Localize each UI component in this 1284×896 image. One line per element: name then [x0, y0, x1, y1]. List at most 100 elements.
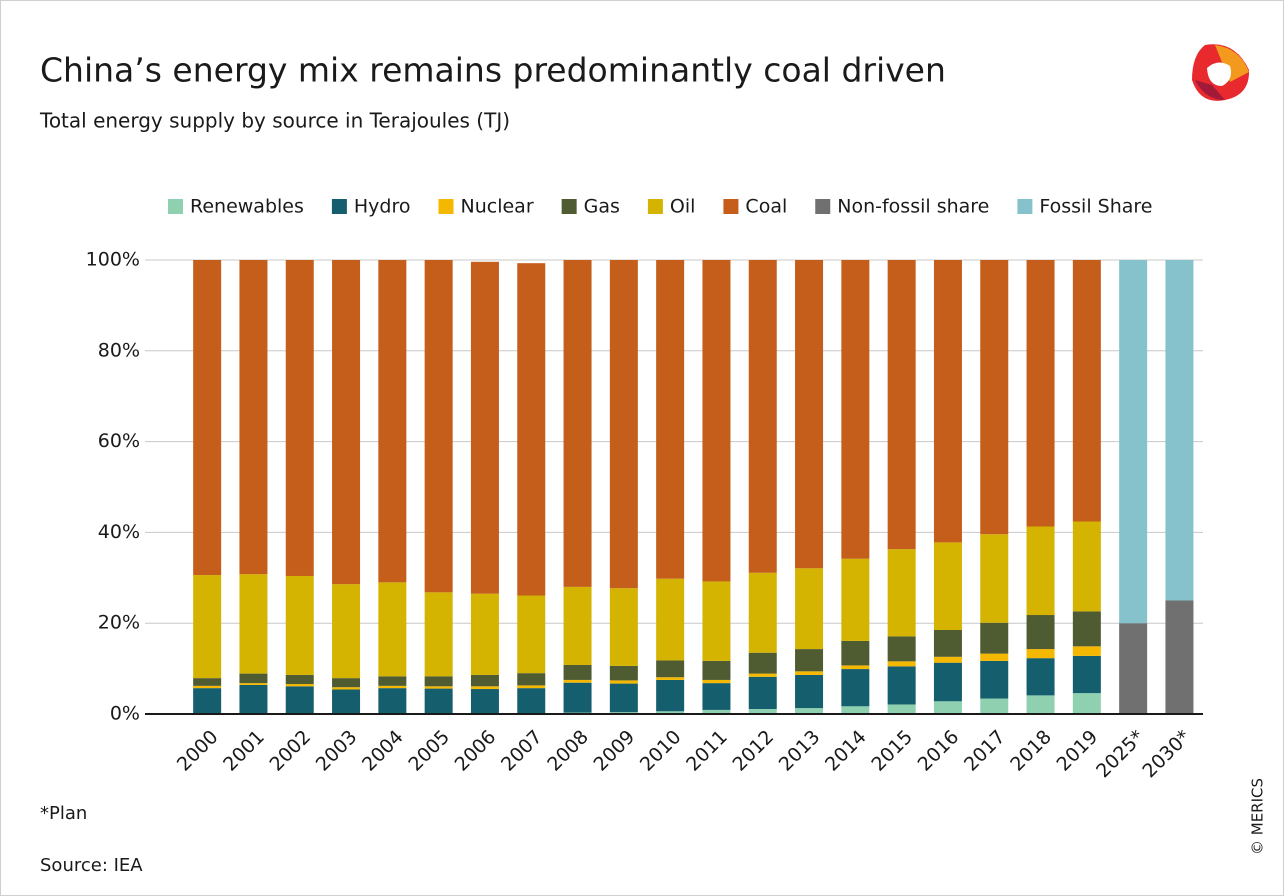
- bar-segment: [656, 711, 685, 714]
- y-tick-label: 0%: [110, 703, 140, 725]
- credit: © MERICS: [1249, 778, 1267, 855]
- bar-segment: [378, 676, 407, 686]
- bar-segment: [980, 534, 1009, 623]
- bar-segment: [841, 669, 870, 707]
- bar-segment: [841, 665, 870, 670]
- bar-segment: [841, 706, 870, 714]
- bar-segment: [285, 684, 314, 687]
- bar-segment: [841, 640, 870, 666]
- bar-segment: [609, 260, 638, 589]
- bar-segment: [470, 593, 499, 675]
- bar-segment: [1072, 693, 1101, 714]
- bar-segment: [332, 687, 361, 690]
- bar-segment: [795, 260, 824, 569]
- bar-segment: [748, 673, 777, 677]
- bar-segment: [841, 260, 870, 559]
- bar-segment: [285, 260, 314, 576]
- bar-segment: [378, 688, 407, 714]
- legend-label: Renewables: [190, 196, 304, 218]
- bar-segment: [1072, 521, 1101, 612]
- bar-segment: [1026, 649, 1055, 659]
- bar-segment: [933, 701, 962, 714]
- bar-segment: [1119, 623, 1148, 714]
- bar-segment: [1026, 526, 1055, 616]
- bar-segment: [470, 674, 499, 687]
- legend-label: Hydro: [354, 196, 411, 218]
- bar-segment: [748, 709, 777, 714]
- bar-segment: [702, 581, 731, 661]
- bar-segment: [517, 263, 546, 596]
- bar-segment: [795, 708, 824, 714]
- legend-swatch: [647, 199, 663, 214]
- bar-segment: [424, 260, 453, 593]
- bar-segment: [887, 549, 916, 637]
- chart-title: China’s energy mix remains predominantly…: [40, 51, 946, 90]
- bar-segment: [933, 260, 962, 543]
- bar-segment: [702, 709, 731, 714]
- bar-segment: [517, 685, 546, 689]
- y-tick-label: 100%: [86, 249, 140, 271]
- bar-segment: [748, 572, 777, 653]
- bar-segment: [193, 688, 222, 714]
- y-tick-label: 40%: [98, 521, 140, 543]
- bar-segment: [239, 260, 268, 575]
- bar-segment: [517, 673, 546, 686]
- bar-segment: [1119, 260, 1148, 624]
- bar-segment: [609, 683, 638, 713]
- footnote: *Plan: [40, 803, 87, 824]
- bar-segment: [470, 261, 499, 594]
- legend-swatch: [723, 199, 739, 214]
- y-tick-label: 80%: [98, 339, 140, 361]
- bar-segment: [424, 688, 453, 714]
- bar-segment: [1165, 600, 1194, 714]
- bar-segment: [378, 582, 407, 677]
- bar-segment: [563, 682, 592, 713]
- bar-segment: [1026, 615, 1055, 650]
- bar-segment: [1072, 655, 1101, 694]
- bar-segment: [980, 660, 1009, 699]
- bar-segment: [841, 558, 870, 641]
- bar-segment: [239, 673, 268, 684]
- bar-segment: [239, 684, 268, 714]
- bar-segment: [702, 260, 731, 582]
- bar-segment: [795, 649, 824, 672]
- bar-segment: [424, 592, 453, 677]
- bar-segment: [887, 260, 916, 550]
- bar-segment: [887, 636, 916, 662]
- bar-segment: [424, 676, 453, 687]
- bar-segment: [1026, 658, 1055, 696]
- bar-segment: [933, 630, 962, 657]
- bar-segment: [332, 260, 361, 585]
- bar-segment: [193, 260, 222, 576]
- source: Source: IEA: [40, 855, 143, 876]
- legend-swatch: [168, 199, 183, 214]
- bar-segment: [795, 568, 824, 650]
- bar-segment: [285, 575, 314, 675]
- bar-segment: [517, 595, 546, 674]
- y-tick-label: 60%: [98, 430, 140, 452]
- bar-segment: [470, 686, 499, 690]
- bar-segment: [193, 575, 222, 679]
- legend-swatch: [438, 199, 454, 214]
- bar-segment: [656, 260, 685, 579]
- bar-segment: [193, 678, 222, 686]
- bar-segment: [980, 653, 1009, 661]
- legend-swatch: [561, 199, 577, 214]
- bar-segment: [887, 666, 916, 705]
- bar-segment: [656, 677, 685, 680]
- bar-segment: [470, 689, 499, 714]
- legend-label: Fossil Share: [1039, 196, 1152, 218]
- bar-segment: [980, 698, 1009, 714]
- bar-segment: [332, 584, 361, 679]
- bar-segment: [563, 664, 592, 680]
- bar-segment: [517, 688, 546, 714]
- bar-segment: [1026, 260, 1055, 527]
- bar-segment: [702, 660, 731, 680]
- bar-segment: [887, 704, 916, 714]
- chart-subtitle: Total energy supply by source in Terajou…: [39, 109, 510, 133]
- bar-segment: [563, 679, 592, 683]
- bar-segment: [748, 260, 777, 573]
- bar-segment: [748, 652, 777, 674]
- bar-segment: [285, 674, 314, 685]
- bar-segment: [332, 689, 361, 714]
